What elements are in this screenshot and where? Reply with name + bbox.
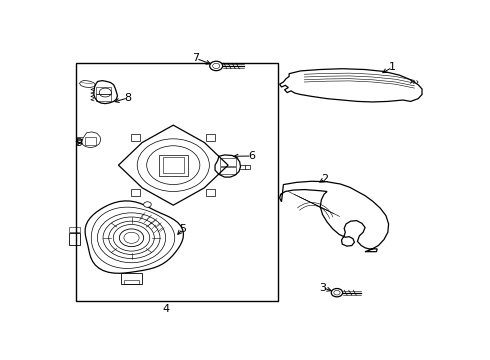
- Bar: [69, 233, 80, 245]
- Text: 8: 8: [124, 93, 132, 103]
- Circle shape: [331, 288, 343, 297]
- Text: 5: 5: [179, 224, 186, 234]
- Bar: [206, 134, 216, 141]
- Bar: [163, 157, 184, 173]
- Bar: [220, 158, 236, 166]
- Text: 4: 4: [162, 304, 169, 314]
- Circle shape: [210, 61, 222, 71]
- Bar: [85, 137, 96, 145]
- Text: 3: 3: [319, 283, 326, 293]
- Bar: [220, 167, 236, 174]
- Text: 7: 7: [193, 53, 199, 63]
- Text: 9: 9: [75, 138, 82, 148]
- Bar: [131, 134, 140, 141]
- Text: 2: 2: [321, 174, 329, 184]
- Text: 1: 1: [389, 62, 396, 72]
- Bar: [124, 280, 139, 284]
- Bar: [121, 273, 142, 284]
- Bar: [159, 155, 188, 176]
- Circle shape: [120, 229, 144, 247]
- Circle shape: [144, 202, 151, 207]
- Bar: [206, 189, 216, 196]
- Bar: [131, 189, 140, 196]
- Text: 6: 6: [248, 151, 255, 161]
- Bar: [76, 63, 278, 301]
- Bar: [69, 227, 80, 232]
